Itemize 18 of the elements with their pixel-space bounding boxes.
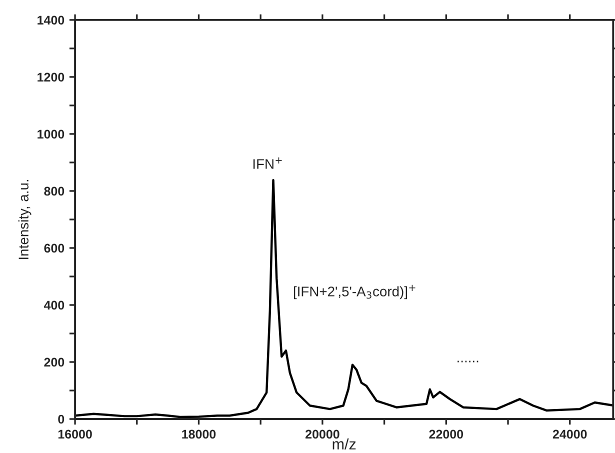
y-tick-label: 1200 bbox=[38, 72, 64, 82]
x-tick-label: 18000 bbox=[182, 430, 216, 439]
y-tick-label: 0 bbox=[58, 414, 64, 424]
x-tick-label: 24000 bbox=[552, 430, 587, 439]
x-tick-label: 20000 bbox=[306, 430, 340, 439]
y-tick-label: 600 bbox=[44, 244, 64, 253]
annotation: IFN$^{+}$ bbox=[253, 157, 282, 169]
y-tick-label: 1000 bbox=[38, 130, 64, 139]
y-tick-label: 200 bbox=[44, 358, 64, 367]
annotation: [IFN+2',5'-A$_{3}$cord)]$^{+}$ bbox=[294, 284, 416, 300]
annotation: ...... bbox=[458, 360, 478, 362]
x-tick-label: 22000 bbox=[429, 430, 464, 439]
y-tick-label: 800 bbox=[44, 186, 64, 196]
y-tick-label: 400 bbox=[44, 300, 64, 310]
y-tick-label: 1400 bbox=[38, 16, 64, 25]
x-axis-title: m/z bbox=[332, 438, 356, 450]
x-tick-label: 16000 bbox=[58, 430, 92, 439]
y-axis-title: Intensity, a.u. bbox=[18, 180, 32, 259]
